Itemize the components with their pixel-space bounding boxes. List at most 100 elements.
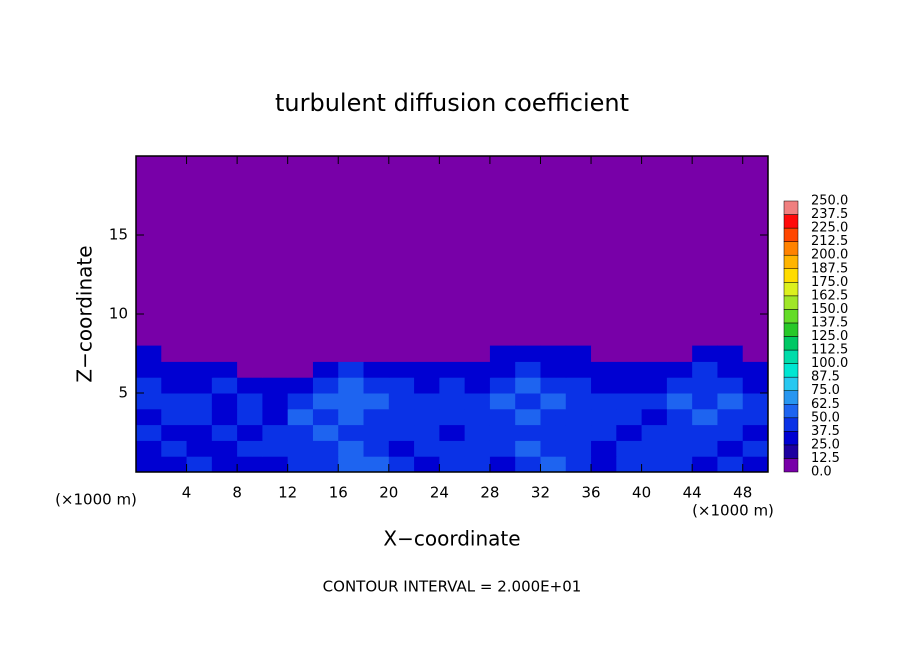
field-cell xyxy=(262,393,289,410)
field-cell xyxy=(363,408,390,426)
colorbar-swatch xyxy=(783,363,799,378)
field-cell xyxy=(565,393,592,410)
field-cell xyxy=(717,345,744,362)
field-cell xyxy=(666,377,693,394)
field-cell xyxy=(464,345,491,362)
colorbar-swatch xyxy=(783,349,799,364)
field-cell xyxy=(641,440,668,457)
field-cell xyxy=(338,393,365,410)
field-cell xyxy=(262,345,289,362)
field-cell xyxy=(692,345,718,362)
colorbar-swatch xyxy=(783,431,799,446)
field-cell xyxy=(388,456,415,473)
colorbar-swatch xyxy=(783,295,799,310)
field-cell xyxy=(414,408,440,426)
field-cell xyxy=(262,408,289,426)
field-cell xyxy=(237,408,263,426)
chart-title: turbulent diffusion coefficient xyxy=(275,89,629,117)
colorbar-label: 200.0 xyxy=(811,248,848,263)
field-cell xyxy=(414,377,440,394)
field-cell xyxy=(591,424,617,441)
field-cell xyxy=(717,377,744,394)
colorbar-label: 25.0 xyxy=(811,437,840,452)
field-cell xyxy=(363,377,390,394)
field-cell xyxy=(540,393,567,410)
field-cell xyxy=(464,393,491,410)
field-cell xyxy=(161,424,188,441)
field-cell xyxy=(161,456,188,473)
field-cell xyxy=(489,377,516,394)
field-cell xyxy=(717,361,744,378)
x-tick-label: 40 xyxy=(632,484,651,502)
colorbar-swatch xyxy=(783,376,799,391)
colorbar-swatch xyxy=(783,282,799,297)
field-cell xyxy=(388,345,415,362)
field-cell xyxy=(641,408,668,426)
field-cell xyxy=(388,361,415,378)
field-cell xyxy=(388,424,415,441)
field-cell xyxy=(363,424,390,441)
colorbar-swatch xyxy=(783,200,799,215)
field-cell xyxy=(312,456,339,473)
x-tick-label: 24 xyxy=(430,484,449,502)
field-cell xyxy=(186,393,213,410)
field-cell xyxy=(439,361,466,378)
colorbar-label: 100.0 xyxy=(811,356,848,371)
field-cell xyxy=(363,361,390,378)
field-cell xyxy=(692,456,718,473)
field-cell xyxy=(666,393,693,410)
field-cell xyxy=(616,393,643,410)
field-cell xyxy=(742,424,769,441)
field-cell xyxy=(540,345,567,362)
field-cell xyxy=(287,408,314,426)
field-cell xyxy=(742,456,769,473)
colorbar-label: 50.0 xyxy=(811,410,840,425)
field-cell xyxy=(540,424,567,441)
field-cell xyxy=(439,440,466,457)
field-cell xyxy=(186,361,213,378)
field-cell xyxy=(742,377,769,394)
field-cell xyxy=(237,393,263,410)
field-cell xyxy=(439,456,466,473)
x-axis-label: X−coordinate xyxy=(383,527,520,551)
field-cell xyxy=(338,377,365,394)
field-cell xyxy=(161,345,188,362)
field-cell xyxy=(540,440,567,457)
field-cell xyxy=(692,377,718,394)
field-cell xyxy=(338,361,365,378)
field-cell xyxy=(540,361,567,378)
field-cell xyxy=(641,345,668,362)
colorbar-label: 75.0 xyxy=(811,383,840,398)
colorbar-label: 162.5 xyxy=(811,288,848,303)
field-cell xyxy=(237,456,263,473)
field-cell xyxy=(363,456,390,473)
y-tick-label: 10 xyxy=(109,305,128,323)
field-cell xyxy=(464,456,491,473)
field-cell xyxy=(515,456,541,473)
field-cell xyxy=(666,361,693,378)
field-cell xyxy=(237,361,263,378)
field-cell xyxy=(641,424,668,441)
colorbar-label: 237.5 xyxy=(811,207,848,222)
field-cell xyxy=(616,377,643,394)
field-cell xyxy=(388,393,415,410)
field-cell xyxy=(641,377,668,394)
x-tick-label: 44 xyxy=(683,484,702,502)
y-tick-label: 15 xyxy=(109,226,128,244)
colorbar-label: 212.5 xyxy=(811,234,848,249)
colorbar-swatch xyxy=(783,444,799,459)
colorbar-swatch xyxy=(783,322,799,337)
field-cell xyxy=(717,456,744,473)
field-cell xyxy=(464,424,491,441)
field-cell xyxy=(717,440,744,457)
x-tick-label: 4 xyxy=(182,484,192,502)
field-cell xyxy=(338,408,365,426)
field-cell xyxy=(666,440,693,457)
field-cell xyxy=(338,345,365,362)
field-cell xyxy=(136,361,162,378)
field-cell xyxy=(161,377,188,394)
field-cell xyxy=(591,377,617,394)
field-cell xyxy=(136,456,162,473)
field-cell xyxy=(414,440,440,457)
field-cell xyxy=(237,440,263,457)
